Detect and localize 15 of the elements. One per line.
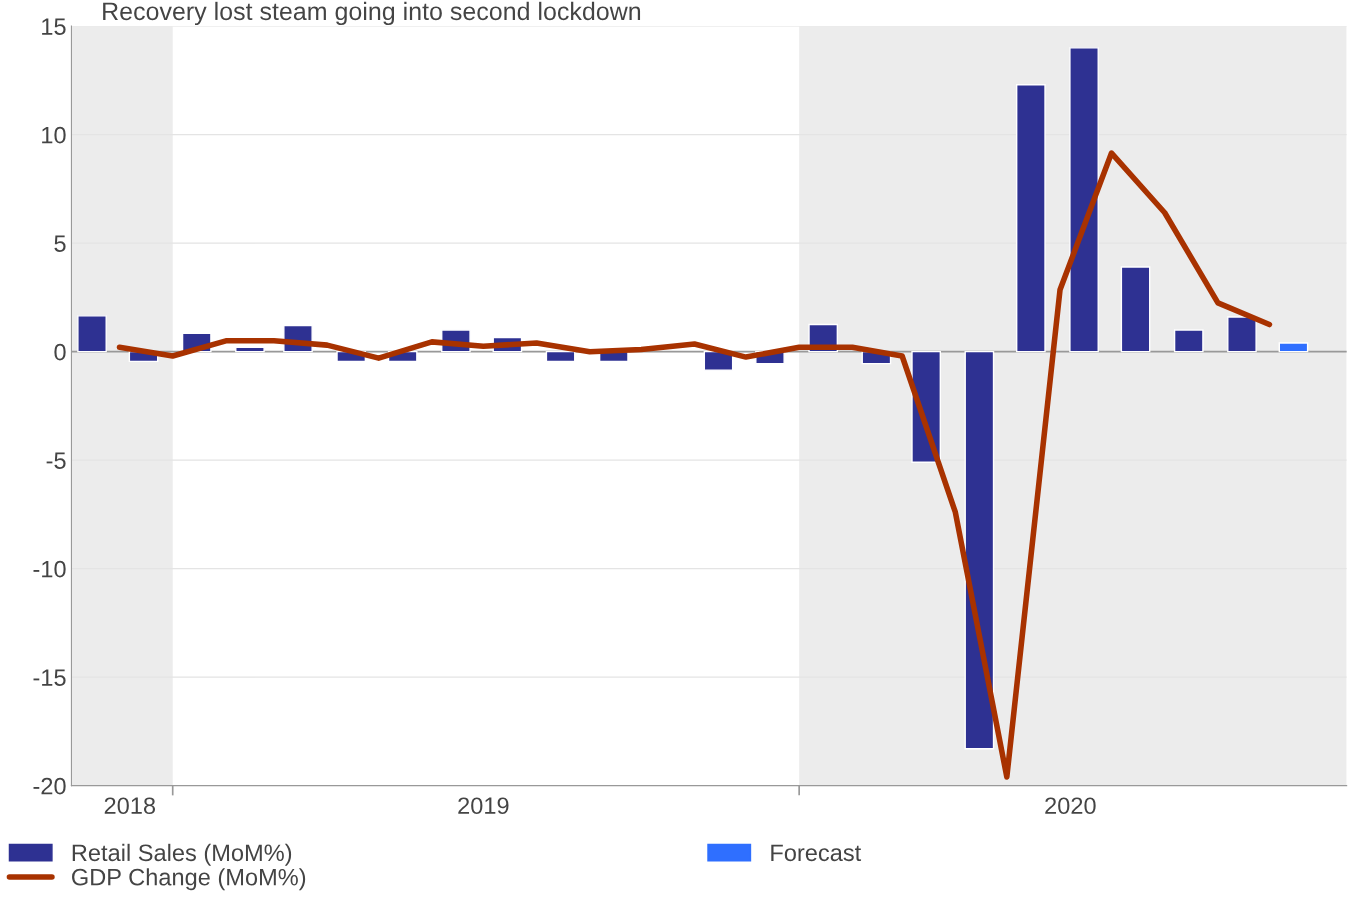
y-tick-label: -10 <box>33 560 66 578</box>
x-tick-label: 2019 <box>458 797 509 815</box>
y-tick-label: -15 <box>33 669 66 686</box>
legend-label: GDP Change (MoM%) <box>72 868 306 891</box>
x-tick-label: 2018 <box>104 797 156 815</box>
legend-label: Retail Sales (MoM%) <box>72 843 292 866</box>
y-tick-label: 0 <box>54 343 66 361</box>
legend-label: Forecast <box>771 844 862 862</box>
chart-title: Recovery lost steam going into second lockdown <box>103 1 641 26</box>
y-tick-label: 15 <box>42 18 66 35</box>
y-tick-label: 5 <box>54 235 66 252</box>
y-tick-label: -5 <box>46 452 66 469</box>
x-tick-label: 2020 <box>1045 797 1096 815</box>
y-tick-label: -20 <box>33 777 66 795</box>
y-tick-label: 10 <box>42 126 66 144</box>
